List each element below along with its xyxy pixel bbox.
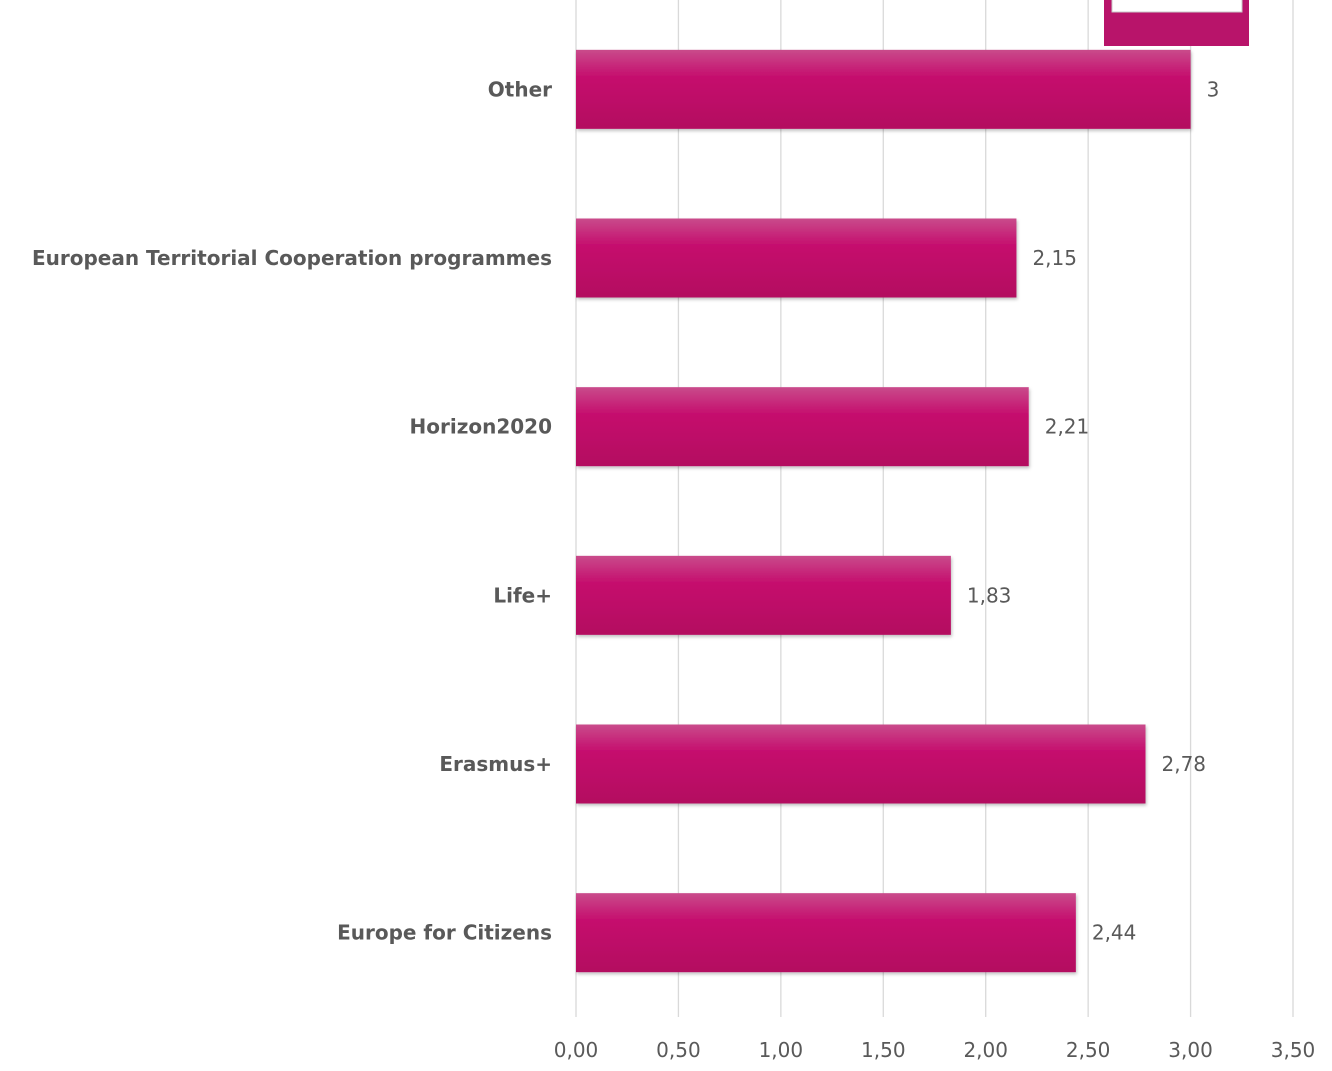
x-tick-label: 2,00 [963,1038,1008,1062]
category-label: Europe for Citizens [337,921,552,945]
legend [1104,0,1249,46]
data-label: 1,83 [967,583,1012,607]
labels: 0,00 0,50 1,00 1,50 2,00 2,50 3,00 3,50 Europe f… [32,77,1315,1062]
bar [576,555,951,635]
category-label: Horizon2020 [410,415,552,439]
bar [576,218,1017,298]
bar [576,893,1076,973]
category-label: Life+ [493,583,552,607]
data-label: 2,78 [1162,752,1207,776]
category-label: European Territorial Cooperation program… [32,246,552,270]
bar [576,387,1029,467]
x-tick-label: 1,50 [861,1038,906,1062]
bars [576,49,1191,973]
data-label: 2,15 [1032,246,1077,270]
x-tick-label: 0,00 [554,1038,599,1062]
data-label: 2,44 [1092,921,1137,945]
bar [576,49,1191,129]
x-tick-label: 3,00 [1168,1038,1213,1062]
x-tick-label: 2,50 [1066,1038,1111,1062]
category-label: Other [488,77,552,101]
category-label: Erasmus+ [439,752,552,776]
gridlines [575,0,1294,1017]
bar [576,724,1146,804]
data-label: 2,21 [1045,415,1090,439]
x-tick-label: 0,50 [656,1038,701,1062]
data-label: 3 [1207,77,1220,101]
x-tick-label: 1,00 [759,1038,804,1062]
x-tick-label: 3,50 [1271,1038,1316,1062]
legend-swatch-inner [1111,0,1243,13]
